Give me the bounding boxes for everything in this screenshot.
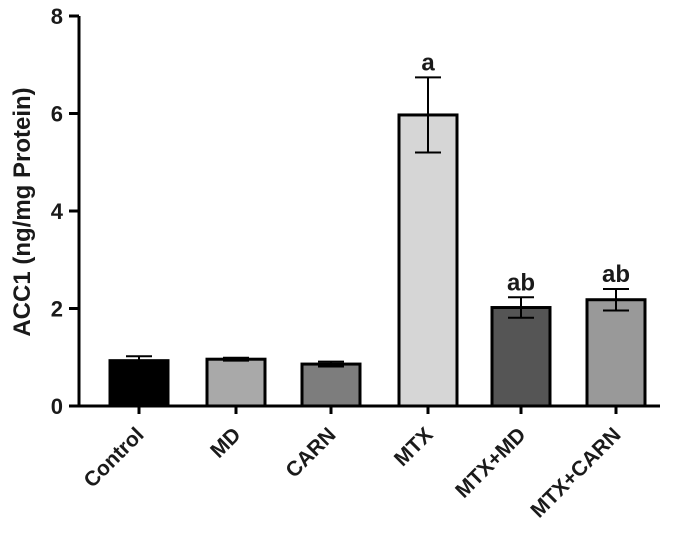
y-tick-label-4: 4 — [51, 199, 64, 224]
bar-mtx-plus-carn — [585, 298, 647, 408]
significance-label-mtx: a — [421, 49, 435, 76]
error-bar-mtx-plus-md — [508, 296, 534, 319]
bars — [108, 113, 647, 408]
bar-carn — [300, 362, 362, 408]
significance-label-mtx-plus-carn: ab — [602, 261, 630, 288]
category-label-md: MD — [206, 423, 245, 462]
error-bars — [126, 76, 629, 368]
significance-labels: a ab ab — [421, 49, 630, 296]
category-label-mtx-plus-md: MTX+MD — [451, 423, 530, 502]
y-tick-label-8: 8 — [51, 4, 63, 29]
bar-md — [205, 357, 267, 408]
error-bar-control — [126, 355, 152, 367]
error-bar-carn — [318, 360, 344, 368]
y-tick-label-0: 0 — [51, 394, 63, 419]
y-axis: 0 2 4 6 8 — [51, 4, 81, 419]
y-axis-title: ACC1 (ng/mg Protein) — [9, 87, 36, 336]
category-label-mtx: MTX — [390, 423, 438, 471]
bar-mtx-plus-md — [490, 306, 552, 408]
y-axis-title-group: ACC1 (ng/mg Protein) — [9, 87, 36, 336]
bar-control — [108, 359, 170, 408]
error-bar-md — [223, 356, 249, 362]
category-label-control: Control — [79, 423, 148, 492]
error-bar-mtx — [415, 76, 441, 154]
category-label-mtx-plus-carn: MTX+CARN — [526, 423, 625, 522]
y-tick-label-2: 2 — [51, 297, 63, 322]
significance-label-mtx-plus-md: ab — [507, 269, 535, 296]
y-tick-label-6: 6 — [51, 102, 63, 127]
x-axis — [78, 404, 660, 414]
error-bar-mtx-plus-carn — [603, 288, 629, 312]
bar-mtx — [397, 113, 459, 408]
category-label-carn: CARN — [281, 423, 340, 482]
